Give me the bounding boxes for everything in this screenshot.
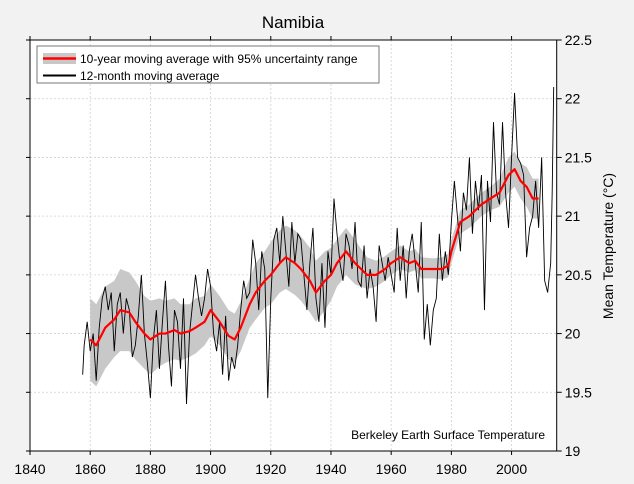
y-tick-label: 19 [565, 443, 581, 459]
y-axis-label: Mean Temperature (°C) [600, 173, 616, 319]
y-tick-label: 22.5 [565, 32, 592, 48]
y-tick-label: 21.5 [565, 149, 592, 165]
x-tick-label: 1840 [14, 461, 45, 477]
x-tick-label: 1900 [195, 461, 226, 477]
y-tick-label: 20 [565, 326, 581, 342]
y-tick-label: 22 [565, 91, 581, 107]
ten-year-line [89, 168, 539, 347]
y-tick-label: 20.5 [565, 267, 592, 283]
chart-title: Namibia [262, 13, 325, 32]
source-annotation: Berkeley Earth Surface Temperature [351, 428, 545, 442]
legend-label-ten-year: 10-year moving average with 95% uncertai… [80, 52, 358, 66]
x-tick-label: 1980 [436, 461, 467, 477]
series-lines [82, 86, 555, 405]
x-tick-label: 1960 [376, 461, 407, 477]
plot-frame [29, 39, 558, 452]
x-tick-label: 1860 [75, 461, 106, 477]
legend-box [36, 45, 380, 84]
x-tick-label: 1940 [315, 461, 346, 477]
y-tick-label: 21 [565, 208, 581, 224]
x-tick-label: 1880 [135, 461, 166, 477]
legend: 10-year moving average with 95% uncertai… [36, 45, 380, 84]
x-tick-label: 1920 [255, 461, 286, 477]
axis-ticks: 1840 1860 1880 1900 1920 1940 1960 1980 2000 19 19… [14, 32, 592, 477]
x-tick-label: 2000 [496, 461, 527, 477]
legend-label-twelve-month: 12-month moving average [80, 69, 220, 83]
twelve-month-line [82, 86, 555, 405]
y-tick-label: 19.5 [565, 384, 592, 400]
